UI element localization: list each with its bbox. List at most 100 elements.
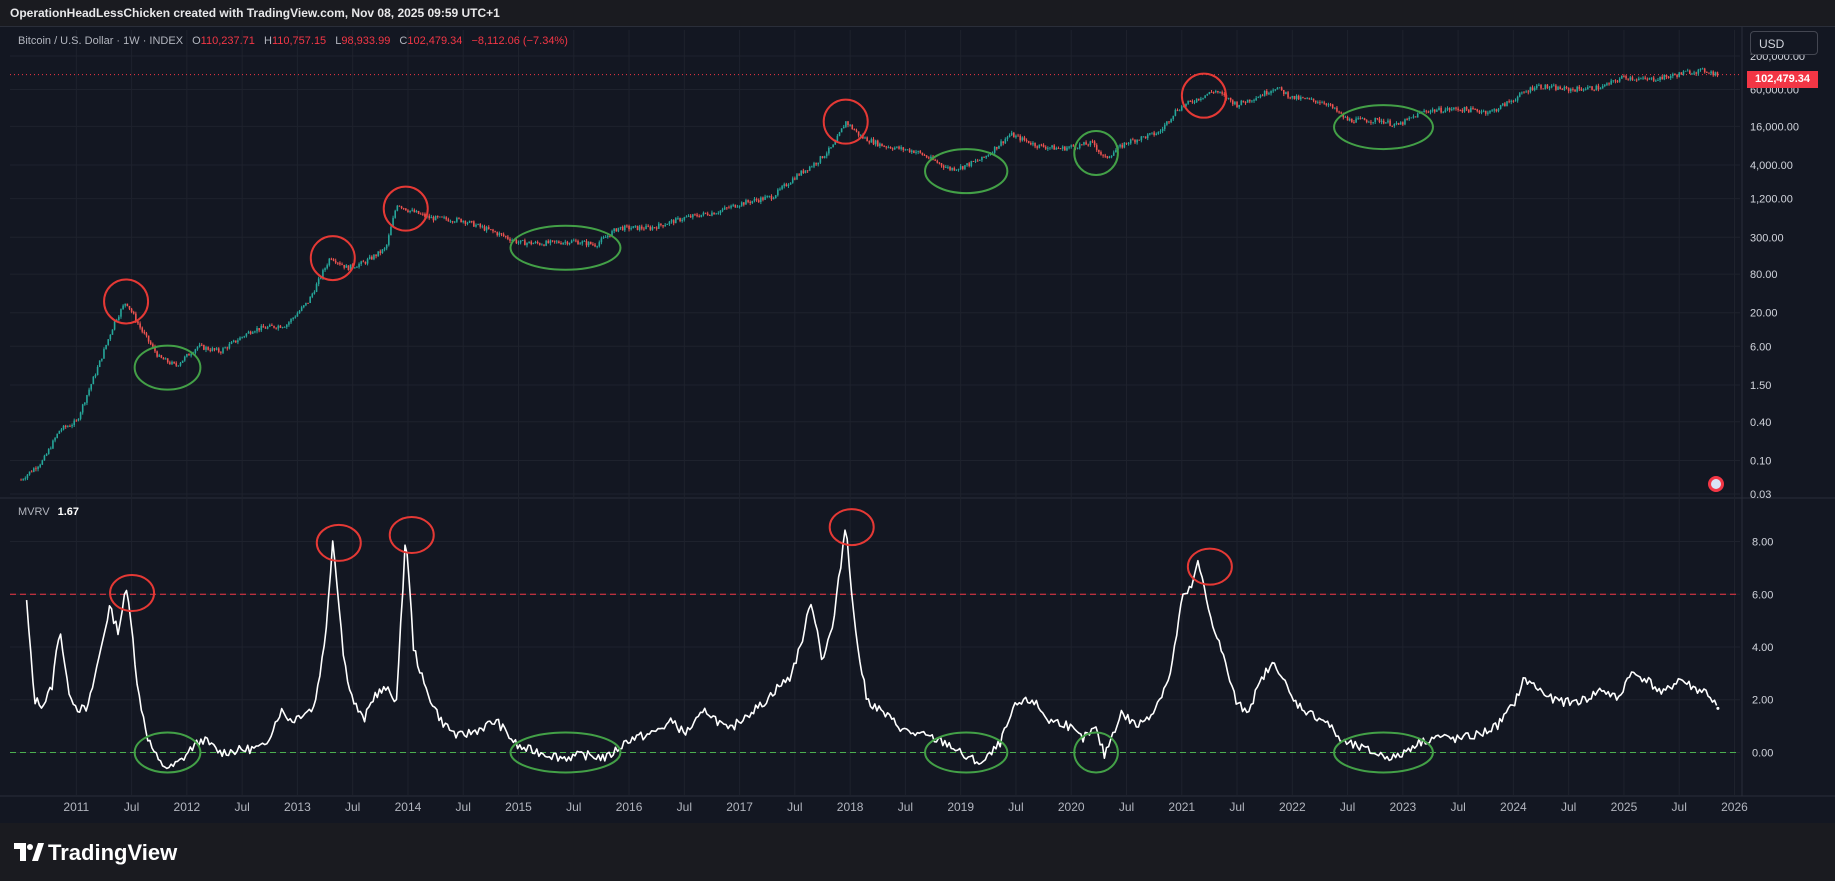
candle-body (1548, 87, 1551, 89)
candle-body (417, 211, 420, 214)
candle-body (834, 141, 837, 145)
candle-body (974, 160, 977, 162)
candle-body (507, 236, 509, 239)
candle-body (930, 156, 932, 159)
candle-body (568, 242, 571, 245)
candle-body (760, 197, 762, 203)
candle-body (502, 234, 505, 236)
candle-body (498, 233, 501, 236)
candle-body (1134, 139, 1136, 143)
candle-body (41, 460, 44, 465)
candle-body (1703, 68, 1706, 73)
candle-body (130, 308, 133, 312)
candle-body (105, 344, 107, 350)
candle-body (1223, 93, 1226, 96)
candle-body (428, 215, 431, 219)
candle-body (543, 244, 545, 246)
candle-body (715, 213, 718, 215)
candle-body (1482, 110, 1485, 112)
candle-body (1584, 89, 1587, 91)
candle-body (1621, 75, 1623, 79)
candle-body (1472, 107, 1474, 110)
candle-body (1648, 78, 1651, 80)
candle-body (1127, 143, 1130, 145)
candle-body (1599, 88, 1602, 90)
candle-body (254, 331, 256, 333)
x-tick-label: 2014 (395, 800, 422, 814)
candle-body (604, 237, 607, 238)
candle-body (54, 437, 56, 441)
mvrv-tick-label: 4.00 (1752, 642, 1773, 654)
candle-body (296, 313, 299, 317)
candle-body (126, 303, 129, 306)
candle-body (902, 147, 905, 150)
candle-body (230, 342, 233, 344)
candle-body (354, 267, 356, 269)
candle-body (672, 220, 675, 224)
candle-body (1493, 109, 1496, 111)
candle-body (1618, 78, 1621, 82)
candle-body (475, 224, 477, 227)
candle-body (704, 212, 707, 214)
candle-body (961, 166, 964, 169)
tradingview-logo-icon[interactable] (14, 843, 44, 861)
chart-canvas[interactable]: 2011 Jul 2012 Jul 2013 Jul 2014 Jul 2015 Jul 2016 J… (0, 26, 1835, 823)
candle-body (1261, 95, 1264, 97)
candle-body (1153, 132, 1155, 136)
candle-body (951, 167, 953, 170)
price-tick-label: 0.40 (1750, 417, 1771, 429)
candle-body (853, 129, 856, 131)
candle-body (1146, 134, 1149, 139)
candle-body (194, 349, 197, 353)
top-annotation-circle (388, 516, 435, 554)
candle-body (658, 223, 660, 229)
candle-body (579, 243, 581, 245)
candle-body (783, 184, 786, 187)
top-annotation-circle (309, 235, 356, 282)
candle-body (772, 198, 775, 200)
candle-body (1253, 100, 1255, 102)
mvrv-series-line (25, 529, 1718, 770)
us-flag-icon[interactable] (1706, 474, 1726, 494)
candle-body (766, 196, 769, 197)
candle-body (1112, 152, 1115, 156)
candle-body (1697, 69, 1700, 74)
candle-body (1308, 98, 1311, 100)
candle-body (1336, 107, 1338, 112)
candle-body (709, 215, 711, 216)
candle-body (1210, 92, 1213, 93)
candle-body (349, 264, 352, 271)
candle-body (1219, 92, 1221, 93)
brand-name[interactable]: TradingView (48, 840, 178, 865)
candle-body (1331, 104, 1334, 108)
candle-body (1038, 144, 1041, 148)
candle-body (24, 478, 27, 480)
candle-body (876, 140, 879, 147)
currency-button[interactable]: USD (1750, 31, 1818, 55)
candle-body (1425, 110, 1428, 112)
candle-body (84, 402, 86, 405)
candle-body (825, 153, 828, 157)
candle-body (1163, 124, 1166, 129)
high-value: 110,757.15 (271, 35, 327, 47)
candle-body (872, 139, 875, 145)
close-value: 102,479.34 (407, 35, 463, 47)
candle-body (424, 213, 426, 217)
candle-body (1578, 86, 1581, 89)
candle-body (681, 219, 683, 222)
candle-body (94, 374, 97, 377)
candle-body (47, 448, 50, 454)
candle-body (791, 178, 794, 183)
candle-body (789, 182, 792, 185)
candle-body (1285, 92, 1287, 95)
candle-body (1663, 75, 1666, 80)
candle-body (811, 166, 813, 168)
candle-body (1185, 103, 1187, 107)
candle-body (813, 163, 815, 167)
candle-body (1495, 109, 1498, 112)
candle-body (1176, 109, 1179, 111)
candle-body (258, 328, 260, 331)
candle-body (1268, 93, 1270, 95)
candle-body (836, 135, 839, 142)
candle-body (1102, 154, 1104, 156)
